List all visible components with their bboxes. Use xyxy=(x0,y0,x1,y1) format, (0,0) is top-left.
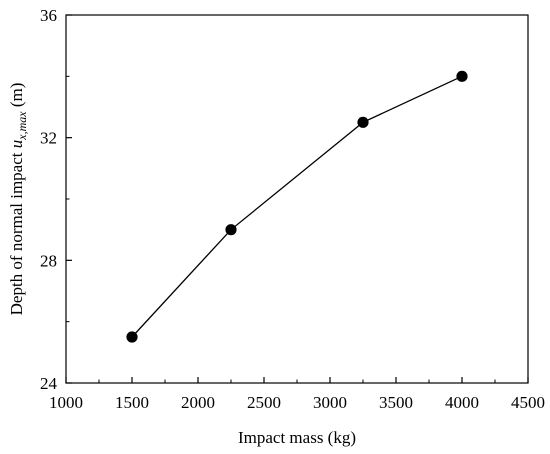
data-point xyxy=(126,331,138,343)
data-point xyxy=(357,116,369,128)
plot-frame xyxy=(65,14,529,384)
y-tick-label: 32 xyxy=(40,129,57,148)
y-tick-label: 36 xyxy=(40,6,57,25)
ticks-layer xyxy=(65,14,529,384)
x-tick-label: 4500 xyxy=(511,393,545,412)
series-line xyxy=(131,75,463,338)
labels-layer: 1000 1500 2000 2500 3000 3500 4000 4500 24 28 32 36 xyxy=(40,6,545,412)
y-axis-title-subscript: x,max xyxy=(15,111,29,141)
y-axis-title-prefix: Depth of normal impact xyxy=(7,148,26,315)
x-tick-label: 3500 xyxy=(379,393,413,412)
x-tick-label: 1500 xyxy=(115,393,149,412)
series-layer xyxy=(126,70,468,343)
y-axis-title-symbol: u xyxy=(7,140,26,149)
y-axis-title: Depth of normal impact ux,max (m) xyxy=(7,83,29,316)
y-tick-label: 24 xyxy=(40,374,58,393)
x-tick-label: 2000 xyxy=(181,393,215,412)
x-tick-label: 1000 xyxy=(49,393,83,412)
x-tick-label: 4000 xyxy=(445,393,479,412)
data-point xyxy=(225,224,237,236)
data-point xyxy=(456,70,468,82)
y-axis-title-unit: (m) xyxy=(7,83,26,108)
x-tick-label: 2500 xyxy=(247,393,281,412)
y-tick-label: 28 xyxy=(40,251,57,270)
x-tick-label: 3000 xyxy=(313,393,347,412)
x-axis-title: Impact mass (kg) xyxy=(238,428,356,447)
